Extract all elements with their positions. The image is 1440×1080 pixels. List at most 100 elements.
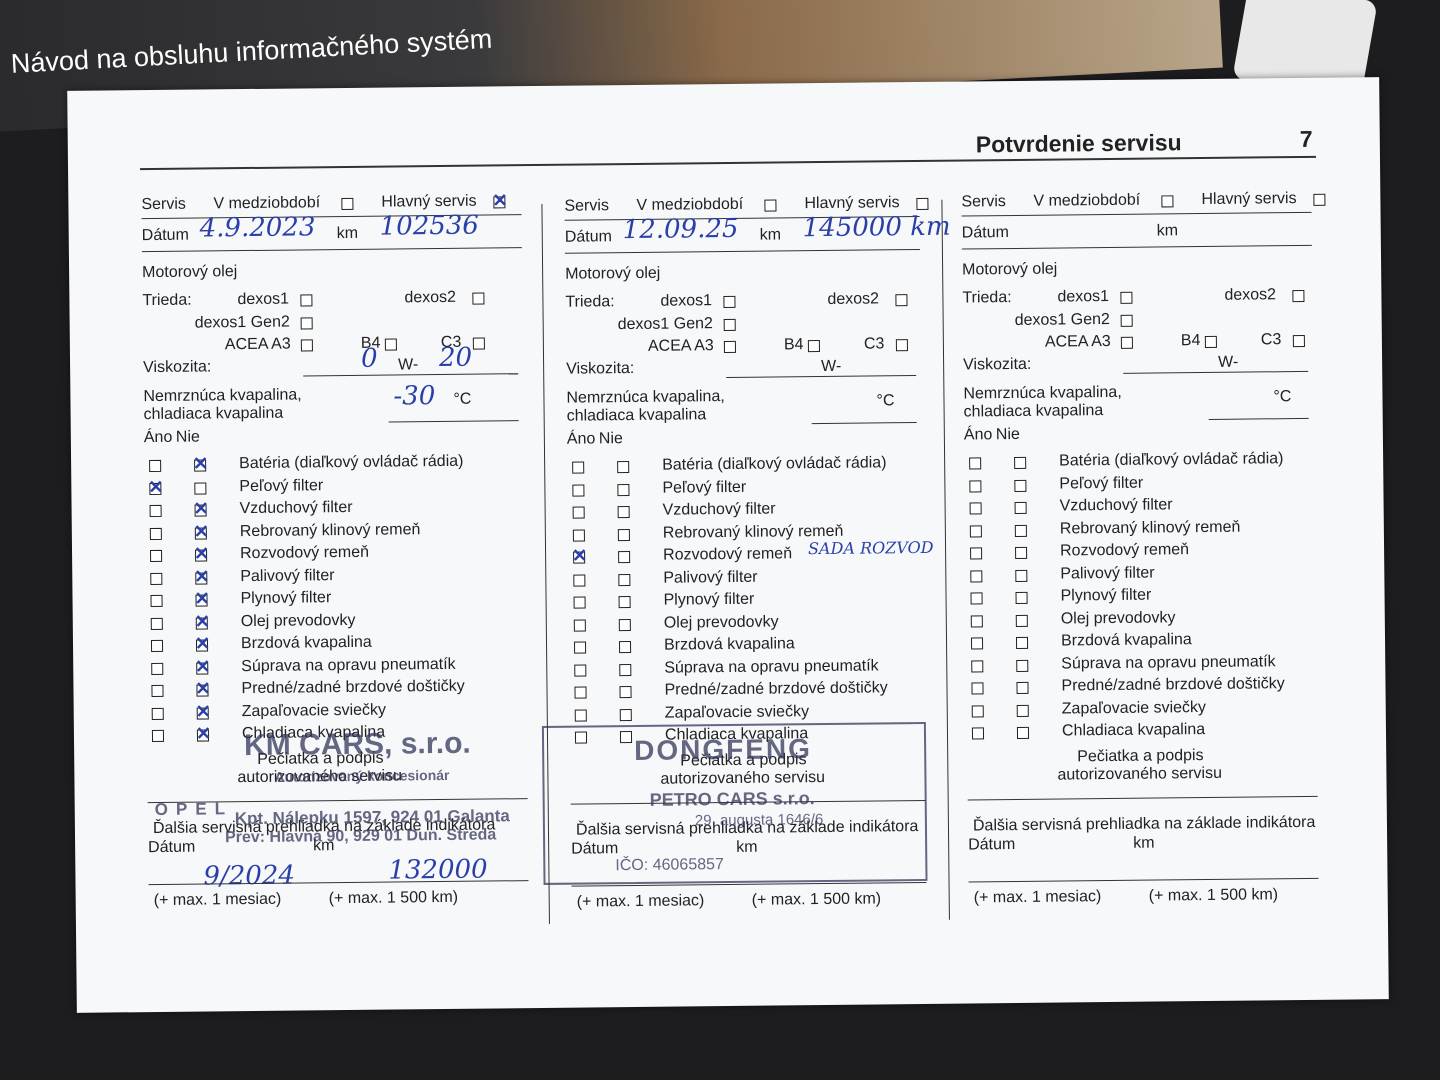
label: B4 <box>1180 332 1201 350</box>
checkbox <box>1016 704 1029 717</box>
checkbox <box>472 337 485 350</box>
item-label: Rozvodový remeň <box>239 543 370 563</box>
stamp-line: Autorizovaný koncesionár <box>274 766 450 785</box>
label: dexos1 <box>1057 287 1110 306</box>
item-label: Predné/zadné brzdové doštičky <box>1061 675 1285 695</box>
label: dexos2 <box>827 290 880 308</box>
checkbox <box>1014 456 1027 469</box>
check-mark: ✕ <box>194 633 211 654</box>
checkbox <box>1292 334 1305 348</box>
handwritten-viscosity: 0 <box>360 343 378 374</box>
stamp-label: autorizovaného servisu <box>1057 764 1223 784</box>
checkbox <box>1161 195 1174 208</box>
rule <box>961 211 1312 217</box>
label: chladiaca kvapalina <box>143 404 284 424</box>
checkbox <box>572 461 585 474</box>
label: B4 <box>783 336 804 354</box>
label: ACEA A3 <box>647 337 714 355</box>
checkbox <box>723 318 736 332</box>
item-label: Brzdová kvapalina <box>1060 631 1192 650</box>
checkbox <box>151 729 165 743</box>
checkbox <box>969 457 982 470</box>
item-label: Vzduchový filter <box>239 498 353 518</box>
label: dexos1 Gen2 <box>1014 310 1110 329</box>
label: km <box>759 226 782 244</box>
checkbox <box>1014 501 1027 514</box>
checkbox <box>971 727 985 740</box>
checkbox <box>194 481 207 495</box>
label: Hlavný servis <box>1201 190 1297 209</box>
label: chladiaca kvapalina <box>566 406 707 425</box>
label: dexos1 <box>237 290 290 309</box>
rule <box>1208 417 1309 420</box>
label: Motorový olej <box>565 264 661 283</box>
rule <box>967 795 1318 801</box>
check-mark: ✕ <box>195 723 212 744</box>
label: V medziobdobí <box>636 195 744 214</box>
checkbox <box>151 684 164 698</box>
checkbox <box>807 340 820 353</box>
checkbox <box>617 483 630 496</box>
label: Hlavný servis <box>381 192 477 211</box>
check-mark: ✕ <box>195 700 211 722</box>
item-label: Súprava na opravu pneumatík <box>1061 652 1276 673</box>
label: (+ max. 1 500 km) <box>751 890 882 909</box>
check-mark: ✕ <box>148 476 164 497</box>
label: Motorový olej <box>962 260 1058 279</box>
checkbox <box>969 479 982 492</box>
item-label: Zapaľovacie sviečky <box>241 701 387 720</box>
label: Motorový olej <box>142 263 238 282</box>
checkbox <box>572 506 585 519</box>
item-label: Olej prevodovky <box>1060 608 1176 628</box>
checkbox <box>574 663 587 677</box>
label: Trieda: <box>565 293 615 311</box>
stamp-logo: OPEL <box>154 799 234 820</box>
rule <box>388 420 519 423</box>
check-mark: ✕ <box>194 588 210 609</box>
item-label: Plynový filter <box>663 590 755 609</box>
checkbox <box>574 641 587 654</box>
checkbox <box>300 317 313 330</box>
checkbox <box>969 524 982 537</box>
handwritten-date: 4.9.2023 <box>199 212 316 244</box>
label: °C <box>876 392 895 410</box>
checkbox <box>1016 726 1030 739</box>
label: Viskozita: <box>963 355 1032 374</box>
checkbox <box>970 637 984 650</box>
check-mark: ✕ <box>193 543 210 564</box>
checkbox <box>573 573 586 587</box>
check-mark: ✕ <box>492 190 508 211</box>
checkbox <box>916 197 929 211</box>
stamp-line: Prev: Hlavná 90, 929 01 Dun. Streda <box>224 826 497 847</box>
service-page: Potvrdenie servisu 7 Servis V medziobdobí… <box>67 77 1389 1013</box>
item-label: Brzdová kvapalina <box>663 635 795 654</box>
label: Nemrznúca kvapalina, <box>963 383 1122 403</box>
checkbox <box>149 527 162 540</box>
item-label: Rebrovaný klinový remeň <box>1059 518 1241 538</box>
checkbox <box>971 659 984 672</box>
checkbox <box>619 663 632 676</box>
handwritten-km: 145000 km <box>802 211 951 244</box>
checkbox <box>472 292 485 305</box>
checkbox <box>573 596 586 609</box>
checkbox <box>723 295 736 309</box>
checkbox <box>723 340 736 354</box>
checkbox <box>617 528 630 541</box>
checkbox <box>970 592 983 605</box>
checkbox <box>1015 614 1028 627</box>
item-label: Plynový filter <box>240 589 332 608</box>
stamp-label: Pečiatka a podpis <box>1077 747 1204 766</box>
label: dexos1 Gen2 <box>617 315 713 334</box>
label: km <box>1156 222 1179 240</box>
checkbox <box>895 294 908 307</box>
item-label: Palivový filter <box>240 566 335 585</box>
label: km <box>1133 834 1155 852</box>
checkbox <box>619 708 632 721</box>
item-label: Zapaľovacie sviečky <box>1061 698 1207 718</box>
label: (+ max. 1 mesiac) <box>576 892 705 911</box>
label: Trieda: <box>142 291 192 310</box>
checkbox <box>149 504 162 518</box>
label: (+ max. 1 500 km) <box>1148 886 1279 905</box>
checkbox <box>970 569 983 582</box>
label: Hlavný servis <box>804 194 900 213</box>
